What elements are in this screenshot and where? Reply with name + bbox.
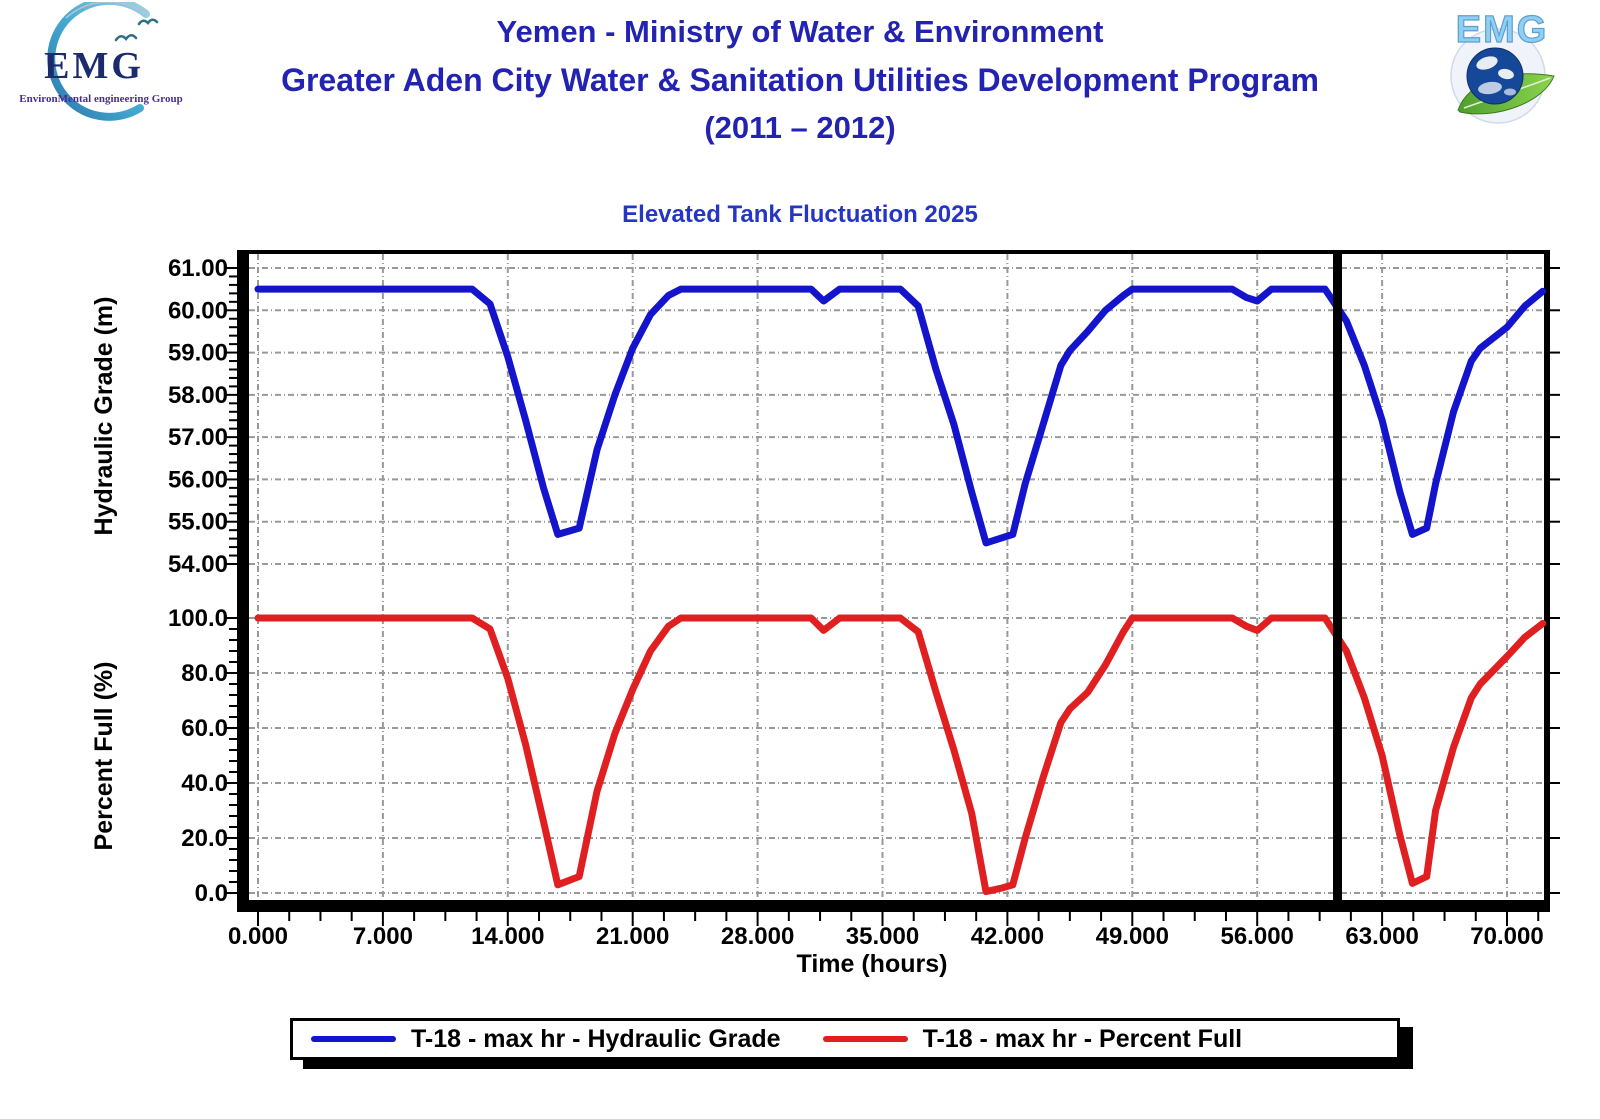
svg-text:70.000: 70.000 xyxy=(1470,923,1543,950)
emg-right-logo-text: EMG xyxy=(1456,9,1549,51)
legend-label-hydraulic-grade: T-18 - max hr - Hydraulic Grade xyxy=(411,1024,781,1053)
series-line-percent-full xyxy=(254,614,1547,896)
header-title-line3: (2011 – 2012) xyxy=(704,110,896,145)
svg-text:0.0: 0.0 xyxy=(195,880,228,907)
emg-swoosh-icon: EMG EnvironMental engineering Group xyxy=(19,0,183,121)
svg-text:Percent Full (%): Percent Full (%) xyxy=(90,662,118,851)
svg-text:61.00: 61.00 xyxy=(168,255,228,282)
svg-text:55.00: 55.00 xyxy=(168,509,228,536)
emg-globe-leaf-icon: EMG xyxy=(1450,8,1555,124)
svg-text:20.0: 20.0 xyxy=(181,825,228,852)
svg-text:35.000: 35.000 xyxy=(846,923,919,950)
svg-text:60.00: 60.00 xyxy=(168,297,228,324)
svg-text:56.00: 56.00 xyxy=(168,466,228,493)
svg-text:Hydraulic Grade (m): Hydraulic Grade (m) xyxy=(90,297,118,536)
chart-title: Elevated Tank Fluctuation 2025 xyxy=(622,201,978,228)
emg-left-logo-text: EMG xyxy=(44,45,144,87)
emg-left-logo: EMG EnvironMental engineering Group xyxy=(6,0,191,124)
emg-right-logo: EMG xyxy=(1440,0,1560,138)
birds-icon xyxy=(114,18,159,42)
svg-text:28.000: 28.000 xyxy=(721,923,794,950)
svg-text:49.000: 49.000 xyxy=(1096,923,1169,950)
series-line-hydraulic-grade xyxy=(254,285,1547,547)
svg-text:40.0: 40.0 xyxy=(181,770,228,797)
svg-text:100.0: 100.0 xyxy=(168,605,228,632)
svg-text:60.0: 60.0 xyxy=(181,715,228,742)
page-header: Yemen - Ministry of Water & Environment … xyxy=(0,8,1600,151)
svg-text:54.00: 54.00 xyxy=(168,551,228,578)
axis-labels: 61.00 60.00 59.00 58.00 57.00 56.00 55.00 54.00… xyxy=(90,255,1544,978)
svg-text:59.00: 59.00 xyxy=(168,340,228,367)
legend-label-percent-full: T-18 - max hr - Percent Full xyxy=(922,1024,1243,1053)
svg-text:42.000: 42.000 xyxy=(971,923,1044,950)
time-marker-line xyxy=(1332,250,1342,912)
svg-text:57.00: 57.00 xyxy=(168,424,228,451)
axis-ticks xyxy=(224,267,1560,926)
plot-frame xyxy=(237,250,1550,912)
svg-text:58.00: 58.00 xyxy=(168,382,228,409)
svg-text:21.000: 21.000 xyxy=(596,923,669,950)
svg-text:80.0: 80.0 xyxy=(181,660,228,687)
emg-left-logo-subtitle: EnvironMental engineering Group xyxy=(19,93,182,105)
svg-text:63.000: 63.000 xyxy=(1345,923,1418,950)
chart-legend: T-18 - max hr - Hydraulic Grade T-18 - m… xyxy=(290,1018,1400,1060)
svg-text:0.000: 0.000 xyxy=(228,923,288,950)
globe-continents xyxy=(1476,56,1516,96)
legend-blue-line-sample xyxy=(311,1036,396,1042)
header-title-line2: Greater Aden City Water & Sanitation Uti… xyxy=(281,62,1319,98)
svg-text:7.000: 7.000 xyxy=(353,923,413,950)
svg-text:56.000: 56.000 xyxy=(1220,923,1293,950)
header-title-line1: Yemen - Ministry of Water & Environment xyxy=(496,14,1104,49)
gridlines xyxy=(249,254,1544,900)
svg-text:Time (hours): Time (hours) xyxy=(797,950,948,978)
legend-red-line-sample xyxy=(822,1036,908,1042)
svg-text:14.000: 14.000 xyxy=(471,923,544,950)
